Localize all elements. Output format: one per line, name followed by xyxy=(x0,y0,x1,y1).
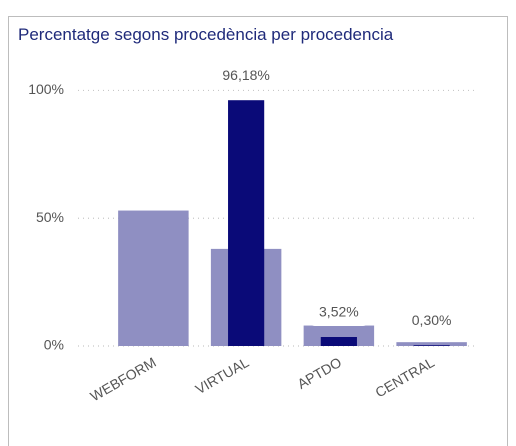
bar xyxy=(396,342,467,346)
bar xyxy=(320,337,357,346)
data-label-box xyxy=(401,308,462,335)
bar xyxy=(118,210,189,346)
y-tick-label: 100% xyxy=(28,81,64,97)
data-label: 96,18% xyxy=(222,67,269,83)
y-tick-label: 50% xyxy=(36,209,64,225)
data-label-box xyxy=(308,300,369,327)
bar xyxy=(228,100,265,346)
data-label: 3,52% xyxy=(319,304,359,320)
y-tick-label: 0% xyxy=(44,337,64,353)
data-label-box xyxy=(216,63,277,90)
chart-title: Percentatge segons procedència per proce… xyxy=(18,25,394,44)
data-label: 0,30% xyxy=(412,312,452,328)
bar xyxy=(413,345,450,346)
